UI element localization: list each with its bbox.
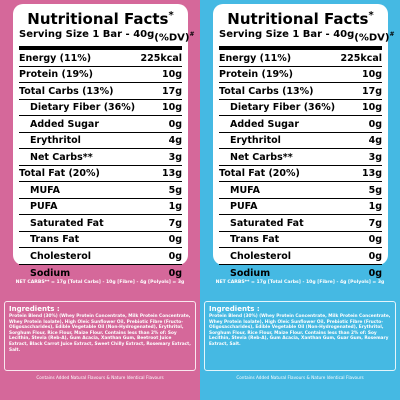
nutrient-row-energy: Energy (11%) 225kcal bbox=[219, 50, 382, 67]
divider-thick bbox=[219, 46, 382, 51]
nutrient-row-added-sugar: Added Sugar 0g bbox=[19, 116, 182, 133]
nutrient-row-erythritol: Erythritol 4g bbox=[219, 133, 382, 150]
nutrient-row-net-carbs: Net Carbs** 3g bbox=[19, 149, 182, 166]
nutrient-row-trans-fat: Trans Fat 0g bbox=[219, 232, 382, 249]
nutrient-row-cholesterol: Cholesterol 0g bbox=[219, 248, 382, 265]
divider-thick bbox=[19, 46, 182, 51]
ingredients-text: Protein Blend (30%) (Whey Protein Concen… bbox=[9, 314, 191, 353]
nutrient-row-protein: Protein (19%) 10g bbox=[19, 67, 182, 84]
ingredients-text: Protein Blend (30%) (Whey Protein Concen… bbox=[209, 314, 391, 347]
ingredients-heading: Ingredients : bbox=[9, 305, 60, 313]
nutrient-row-energy: Energy (11%) 225kcal bbox=[19, 50, 182, 67]
serving-size-label: Serving Size 1 Bar - 40g bbox=[219, 29, 355, 40]
nutrient-row-saturated-fat: Saturated Fat 7g bbox=[19, 215, 182, 232]
nutrient-row-total-carbs: Total Carbs (13%) 17g bbox=[19, 83, 182, 100]
nutrient-row-total-carbs: Total Carbs (13%) 17g bbox=[219, 83, 382, 100]
nutrient-row-dietary-fiber: Dietary Fiber (36%) 10g bbox=[219, 100, 382, 117]
ingredients-heading: Ingredients : bbox=[209, 305, 260, 313]
nutrient-row-cholesterol: Cholesterol 0g bbox=[19, 248, 182, 265]
nutrient-row-protein: Protein (19%) 10g bbox=[219, 67, 382, 84]
nutrient-row-total-fat: Total Fat (20%) 13g bbox=[19, 166, 182, 183]
nutrient-row-sodium: Sodium 0g bbox=[30, 267, 182, 279]
nutrient-row-pufa: PUFA 1g bbox=[19, 199, 182, 216]
nutrition-panel-left: Nutritional Facts* Serving Size 1 Bar - … bbox=[0, 0, 200, 400]
dv-label: (%DV)# bbox=[354, 31, 395, 44]
nutrition-facts-card: Nutritional Facts* Serving Size 1 Bar - … bbox=[213, 4, 395, 279]
nutrient-row-mufa: MUFA 5g bbox=[19, 182, 182, 199]
net-carbs-formula: NET CARBS** = 17g [Total Carbs] - 10g [F… bbox=[215, 280, 385, 285]
nutrition-title: Nutritional Facts* bbox=[227, 10, 374, 28]
serving-size: Serving Size 1 Bar - 40g (%DV)# bbox=[19, 28, 195, 46]
ingredients-box: Ingredients : Protein Blend (30%) (Whey … bbox=[4, 301, 196, 371]
nutrient-row-trans-fat: Trans Fat 0g bbox=[19, 232, 182, 249]
dv-label: (%DV)# bbox=[154, 31, 195, 44]
nutrient-row-dietary-fiber: Dietary Fiber (36%) 10g bbox=[19, 100, 182, 117]
serving-size-label: Serving Size 1 Bar - 40g bbox=[19, 29, 155, 40]
nutrient-row-total-fat: Total Fat (20%) 13g bbox=[219, 166, 382, 183]
nutrient-row-added-sugar: Added Sugar 0g bbox=[219, 116, 382, 133]
nutrient-row-net-carbs: Net Carbs** 3g bbox=[219, 149, 382, 166]
nutrient-row-saturated-fat: Saturated Fat 7g bbox=[219, 215, 382, 232]
flavours-note: Contains Added Natural Flavours & Nature… bbox=[236, 375, 364, 380]
net-carbs-formula: NET CARBS** = 17g [Total Carbs] - 10g [F… bbox=[15, 280, 185, 285]
nutrient-row-sodium: Sodium 0g bbox=[230, 267, 382, 279]
nutrition-panel-right: Nutritional Facts* Serving Size 1 Bar - … bbox=[200, 0, 400, 400]
flavours-note: Contains Added Natural Flavours & Nature… bbox=[36, 375, 164, 380]
nutrient-row-mufa: MUFA 5g bbox=[219, 182, 382, 199]
nutrient-row-pufa: PUFA 1g bbox=[219, 199, 382, 216]
nutrition-title: Nutritional Facts* bbox=[27, 10, 174, 28]
nutrition-facts-card: Nutritional Facts* Serving Size 1 Bar - … bbox=[13, 4, 195, 279]
serving-size: Serving Size 1 Bar - 40g (%DV)# bbox=[219, 28, 395, 46]
ingredients-box: Ingredients : Protein Blend (30%) (Whey … bbox=[204, 301, 396, 371]
nutrient-row-erythritol: Erythritol 4g bbox=[19, 133, 182, 150]
